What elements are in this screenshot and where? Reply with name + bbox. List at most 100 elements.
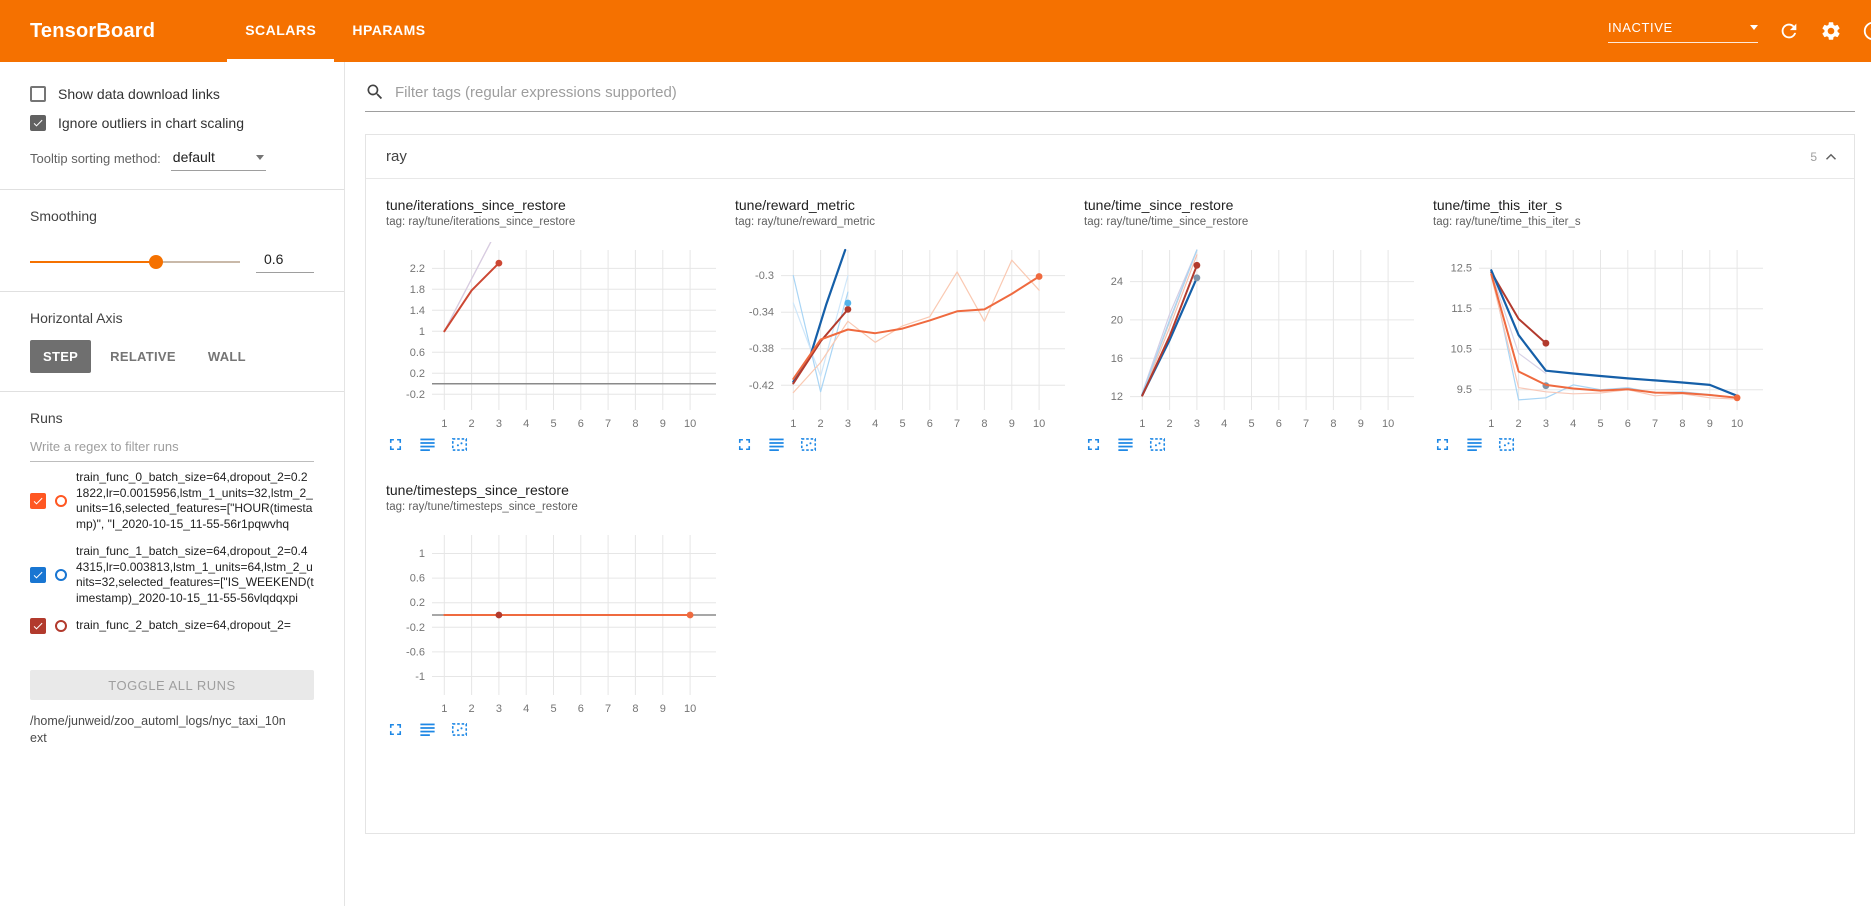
- expand-chart-icon: [1436, 438, 1449, 451]
- run-checkbox[interactable]: [30, 493, 46, 509]
- smoothing-slider-fill: [30, 261, 156, 263]
- smoothing-value[interactable]: 0.6: [256, 251, 314, 273]
- tooltip-sorting-select[interactable]: default: [170, 149, 266, 171]
- fit-domain-button[interactable]: [1497, 435, 1516, 454]
- chart-plot[interactable]: 1 2 3 4 5 6 7 8 9 10 -1 -0.6 -0.2 0.2 0.6 1: [386, 525, 722, 717]
- svg-text:10: 10: [1033, 418, 1045, 430]
- chart-plot[interactable]: 1 2 3 4 5 6 7 8 9 10 9.5 10.5 11.5 12.5: [1433, 240, 1769, 432]
- svg-text:8: 8: [1330, 418, 1336, 430]
- tag-group-header[interactable]: ray 5: [366, 135, 1854, 179]
- svg-text:8: 8: [632, 703, 638, 715]
- data-table-button[interactable]: [1116, 435, 1135, 454]
- data-table-button[interactable]: [1465, 435, 1484, 454]
- run-isolate-toggle[interactable]: [55, 569, 67, 581]
- tooltip-sorting-label: Tooltip sorting method:: [30, 151, 161, 166]
- chart-card: tune/time_since_restore tag: ray/tune/tim…: [1084, 197, 1420, 454]
- fit-domain-button[interactable]: [450, 720, 469, 739]
- tooltip-sorting-value: default: [172, 149, 215, 165]
- runs-label: Runs: [30, 410, 63, 426]
- fit-domain-button[interactable]: [450, 435, 469, 454]
- svg-text:4: 4: [1570, 418, 1576, 430]
- svg-text:-0.42: -0.42: [749, 380, 774, 392]
- svg-text:1: 1: [419, 326, 425, 338]
- expand-chart-button[interactable]: [386, 435, 405, 454]
- status-dropdown[interactable]: INACTIVE: [1608, 20, 1758, 43]
- svg-text:5: 5: [1248, 418, 1254, 430]
- fit-domain-button[interactable]: [1148, 435, 1167, 454]
- show-download-links-checkbox[interactable]: [30, 86, 46, 102]
- horizontal-axis-label: Horizontal Axis: [30, 310, 123, 326]
- svg-text:4: 4: [523, 703, 529, 715]
- runs-filter-input[interactable]: [30, 430, 314, 462]
- axis-option-relative[interactable]: RELATIVE: [97, 340, 189, 373]
- expand-chart-button[interactable]: [386, 720, 405, 739]
- run-name: train_func_1_batch_size=64,dropout_2=0.4…: [76, 544, 314, 605]
- chart-card: tune/reward_metric tag: ray/tune/reward_m…: [735, 197, 1071, 454]
- data-table-button[interactable]: [767, 435, 786, 454]
- expand-chart-button[interactable]: [1084, 435, 1103, 454]
- refresh-button[interactable]: [1778, 20, 1800, 42]
- svg-text:10: 10: [1731, 418, 1743, 430]
- status-label: INACTIVE: [1608, 19, 1673, 35]
- run-isolate-toggle[interactable]: [55, 495, 67, 507]
- svg-text:5: 5: [550, 418, 556, 430]
- run-name: train_func_2_batch_size=64,dropout_2=: [76, 618, 291, 633]
- svg-text:-0.38: -0.38: [749, 343, 774, 355]
- svg-text:2: 2: [1167, 418, 1173, 430]
- settings-button[interactable]: [1820, 20, 1842, 42]
- chart-tag: tag: ray/tune/iterations_since_restore: [386, 216, 576, 228]
- svg-text:0.6: 0.6: [410, 573, 425, 585]
- chart-title: tune/time_since_restore: [1084, 197, 1234, 213]
- runs-list: train_func_0_batch_size=64,dropout_2=0.2…: [30, 470, 314, 666]
- axis-option-wall[interactable]: WALL: [195, 340, 259, 373]
- caret-down-icon: [255, 154, 264, 160]
- svg-text:2: 2: [818, 418, 824, 430]
- tag-filter-row: [365, 82, 1855, 112]
- chart-toolbar: [735, 435, 1071, 454]
- check-icon: [33, 119, 43, 127]
- svg-text:9.5: 9.5: [1457, 384, 1472, 396]
- svg-text:3: 3: [1194, 418, 1200, 430]
- chart-plot[interactable]: 1 2 3 4 5 6 7 8 9 10 -0.42 -0.38 -0.34 -0.3: [735, 240, 1071, 432]
- tab-scalars[interactable]: SCALARS: [227, 0, 335, 62]
- chart-plot[interactable]: 1 2 3 4 5 6 7 8 9 10 12 16 20 24: [1084, 240, 1420, 432]
- smoothing-slider-thumb[interactable]: [149, 255, 163, 269]
- run-isolate-toggle[interactable]: [55, 620, 67, 632]
- expand-chart-button[interactable]: [1433, 435, 1452, 454]
- chart-plot[interactable]: 1 2 3 4 5 6 7 8 9 10 -0.2 0.2 0.6 1 1.4 1.8 2.2: [386, 240, 722, 432]
- svg-text:24: 24: [1111, 276, 1123, 288]
- axis-option-step[interactable]: STEP: [30, 340, 92, 373]
- toggle-all-runs-button[interactable]: TOGGLE ALL RUNS: [30, 670, 314, 700]
- data-table-button[interactable]: [418, 720, 437, 739]
- data-table-icon: [769, 438, 784, 451]
- collapse-group-button[interactable]: [1822, 148, 1840, 166]
- expand-chart-icon: [738, 438, 751, 451]
- svg-text:10: 10: [684, 418, 696, 430]
- gear-icon: [1822, 22, 1840, 40]
- chart-toolbar: [1433, 435, 1769, 454]
- data-table-button[interactable]: [418, 435, 437, 454]
- run-checkbox[interactable]: [30, 618, 46, 634]
- help-button[interactable]: ?: [1862, 20, 1871, 42]
- svg-text:1: 1: [1139, 418, 1145, 430]
- expand-chart-button[interactable]: [735, 435, 754, 454]
- chart-title: tune/timesteps_since_restore: [386, 482, 569, 498]
- svg-text:3: 3: [496, 703, 502, 715]
- svg-text:9: 9: [660, 418, 666, 430]
- smoothing-slider[interactable]: [30, 255, 240, 269]
- tag-filter-input[interactable]: [395, 83, 1855, 101]
- svg-text:8: 8: [981, 418, 987, 430]
- chart-card: tune/iterations_since_restore tag: ray/tu…: [386, 197, 722, 454]
- svg-text:0.2: 0.2: [410, 368, 425, 380]
- svg-text:1: 1: [790, 418, 796, 430]
- tag-group-title: ray: [386, 148, 407, 165]
- fit-domain-button[interactable]: [799, 435, 818, 454]
- chart-card: tune/time_this_iter_s tag: ray/tune/time_…: [1433, 197, 1769, 454]
- svg-text:-1: -1: [415, 671, 425, 683]
- svg-text:9: 9: [1707, 418, 1713, 430]
- ignore-outliers-checkbox[interactable]: [30, 115, 46, 131]
- chart-tag: tag: ray/tune/time_since_restore: [1084, 216, 1249, 228]
- tab-hparams[interactable]: HPARAMS: [334, 0, 443, 62]
- run-checkbox[interactable]: [30, 567, 46, 583]
